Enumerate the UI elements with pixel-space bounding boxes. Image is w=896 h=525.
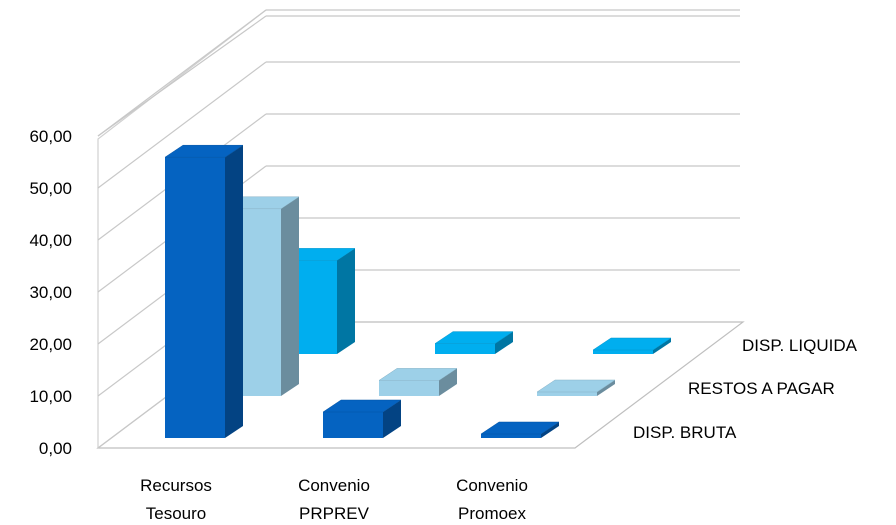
gridline-side <box>97 61 267 189</box>
x-category-label: Tesouro <box>146 504 206 523</box>
y-tick-label: 10,00 <box>29 387 72 406</box>
bar-front <box>537 392 597 396</box>
bar <box>480 421 560 438</box>
bar-top <box>536 379 616 393</box>
bar-side <box>225 145 243 438</box>
bars <box>164 144 672 438</box>
bar-top <box>378 368 458 381</box>
bar-side <box>337 248 355 354</box>
bar-top <box>434 331 514 344</box>
x-category-label: PRPREV <box>299 504 370 523</box>
left-wall-edge <box>97 9 267 448</box>
bar <box>378 368 458 396</box>
bar-side <box>541 422 559 438</box>
series-label: RESTOS A PAGAR <box>688 379 835 398</box>
gridline-side <box>97 9 267 137</box>
y-tick-label: 0,00 <box>39 439 72 458</box>
bar <box>322 399 402 438</box>
bar-side <box>653 338 671 354</box>
bar-side <box>281 196 299 396</box>
bar-front <box>435 343 495 354</box>
bar-front <box>593 350 653 354</box>
bar <box>434 331 514 354</box>
bar-side <box>597 380 615 396</box>
bar <box>536 379 616 396</box>
bar-front <box>323 412 383 438</box>
x-category-label: Convenio <box>456 476 528 495</box>
bar <box>164 144 244 438</box>
x-category-label: Convenio <box>298 476 370 495</box>
bar-front <box>481 434 541 438</box>
y-axis-ticks: 0,00 10,00 20,00 30,00 40,00 50,00 60,00 <box>29 127 72 458</box>
bar-front <box>379 380 439 396</box>
y-tick-label: 20,00 <box>29 335 72 354</box>
bar-top <box>480 421 560 435</box>
bar <box>592 337 672 354</box>
bar-top <box>322 399 402 413</box>
x-category-label: Recursos <box>140 476 212 495</box>
left-wall-top-edge <box>97 15 267 137</box>
series-label: DISP. LIQUIDA <box>742 336 858 355</box>
series-labels: DISP. BRUTA RESTOS A PAGAR DISP. LIQUIDA <box>633 336 858 442</box>
x-category-label: Promoex <box>458 504 527 523</box>
y-tick-label: 30,00 <box>29 283 72 302</box>
bar-front <box>165 157 225 438</box>
bar-side <box>439 368 457 396</box>
bar-top <box>164 144 244 158</box>
y-tick-label: 40,00 <box>29 231 72 250</box>
bar-top <box>592 337 672 351</box>
bar-side <box>383 400 401 438</box>
y-tick-label: 50,00 <box>29 179 72 198</box>
series-label: DISP. BRUTA <box>633 423 737 442</box>
x-axis-categories: Recursos Tesouro Convenio PRPREV Convenio Pro… <box>140 476 528 523</box>
bar-side <box>495 331 513 354</box>
y-tick-label: 60,00 <box>29 127 72 146</box>
